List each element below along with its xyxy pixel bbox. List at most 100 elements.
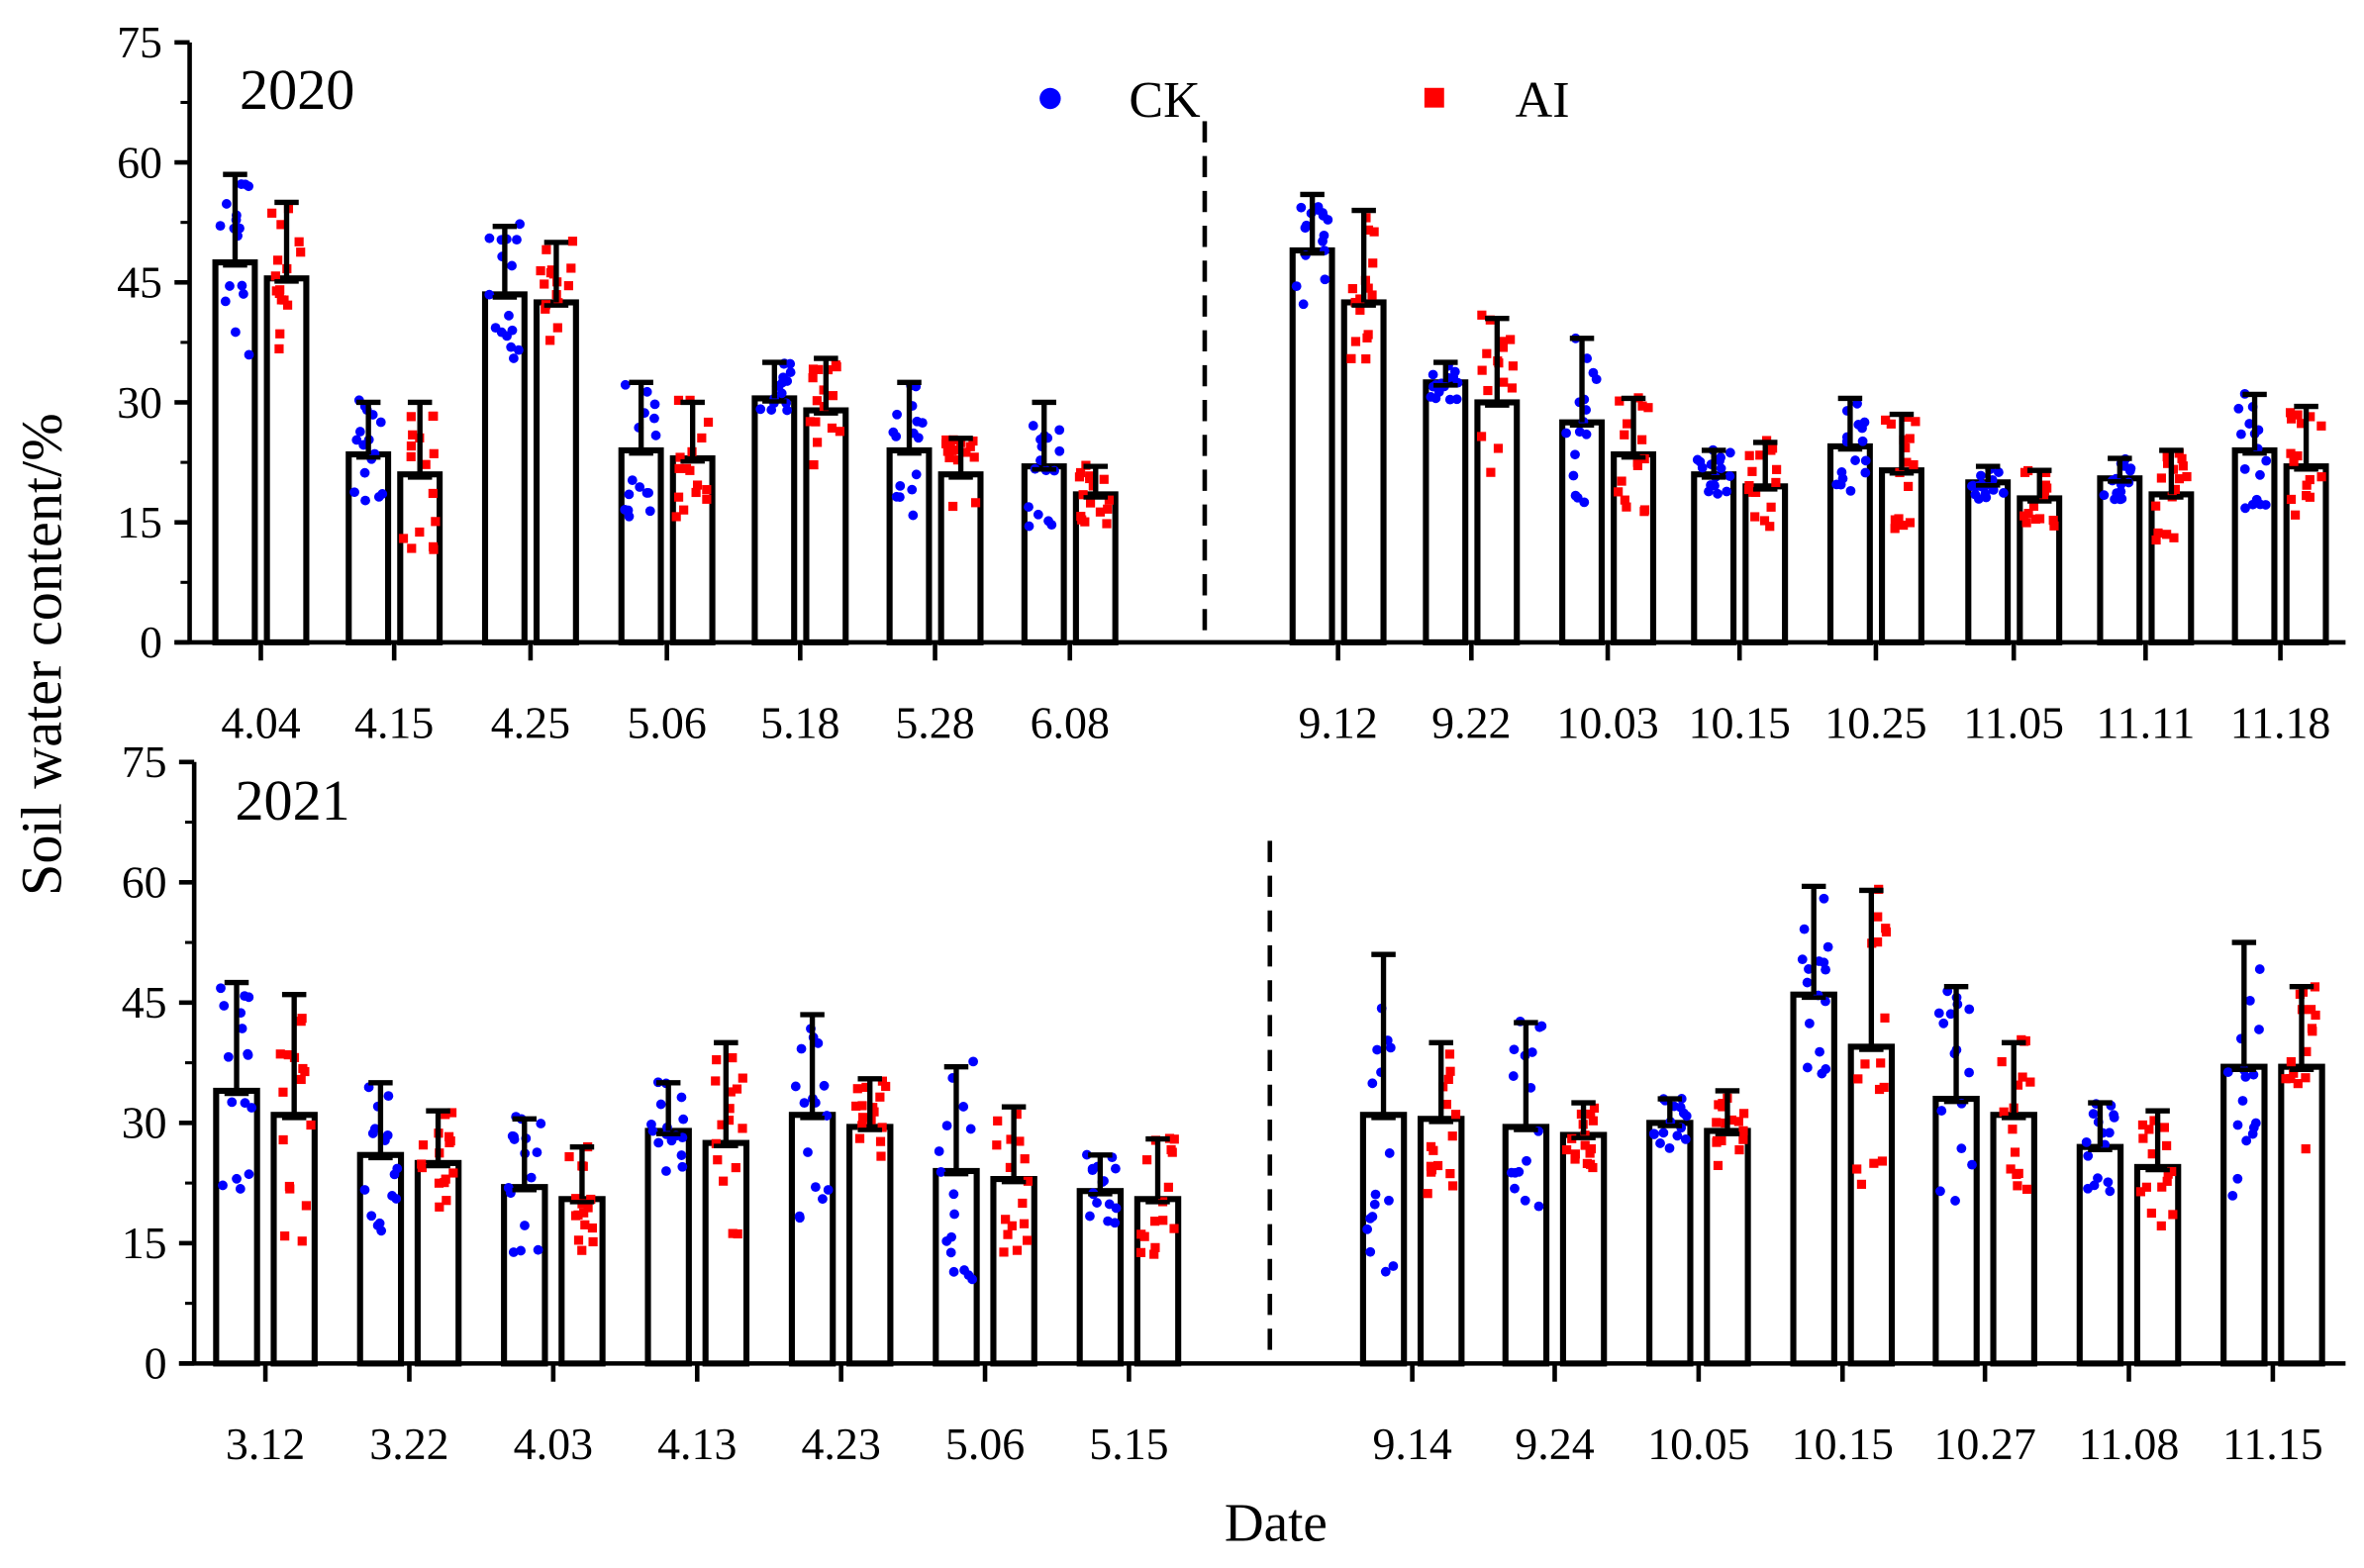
data-point-AI — [1759, 516, 1770, 526]
data-point-AI — [728, 1052, 738, 1063]
data-point-AI — [283, 1049, 293, 1060]
data-point-CK — [1092, 1198, 1102, 1208]
data-point-AI — [1771, 477, 1781, 488]
x-tick-label: 11.18 — [2230, 697, 2331, 747]
data-point-AI — [1005, 1162, 1015, 1173]
bar-group-CK — [356, 1080, 405, 1367]
data-point-AI — [1881, 924, 1891, 933]
data-point-CK — [2237, 1096, 2248, 1106]
data-point-CK — [1561, 428, 1571, 439]
data-point-AI — [692, 480, 703, 490]
data-point-AI — [571, 1194, 581, 1204]
data-point-AI — [2049, 521, 2059, 531]
data-point-AI — [1614, 487, 1624, 497]
bar-group-AI — [1878, 411, 1924, 645]
data-point-CK — [1527, 1047, 1537, 1057]
data-point-AI — [1080, 517, 1090, 527]
data-point-AI — [1493, 443, 1504, 453]
data-point-AI — [577, 1245, 587, 1255]
data-point-CK — [2255, 469, 2265, 480]
data-point-AI — [713, 1155, 723, 1165]
data-point-AI — [279, 295, 289, 305]
bar-group-CK — [213, 979, 260, 1367]
data-point-CK — [1365, 1214, 1375, 1224]
data-point-CK — [2103, 1177, 2114, 1188]
data-point-AI — [1486, 467, 1496, 477]
data-point-CK — [1724, 447, 1735, 458]
data-point-AI — [2289, 1068, 2299, 1078]
bar-CK — [1423, 379, 1469, 645]
data-point-AI — [2138, 1133, 2148, 1143]
data-point-AI — [418, 1140, 429, 1150]
data-point-CK — [1428, 369, 1438, 380]
bar-AI — [533, 299, 579, 645]
data-point-AI — [2293, 410, 2303, 420]
data-point-AI — [1755, 450, 1765, 460]
data-point-AI — [297, 1236, 307, 1246]
data-point-AI — [877, 1076, 887, 1086]
data-point-CK — [1430, 393, 1441, 404]
data-point-AI — [2008, 1125, 2018, 1134]
bar-AI — [1417, 1116, 1465, 1367]
data-point-AI — [1347, 284, 1357, 294]
data-point-AI — [580, 1220, 590, 1229]
data-point-AI — [1620, 430, 1629, 440]
bar-AI — [803, 407, 849, 645]
x-tick-label: 9.22 — [1431, 697, 1511, 747]
data-point-CK — [1301, 220, 1312, 231]
data-point-AI — [1447, 1181, 1458, 1191]
bar-group-AI — [1340, 207, 1387, 645]
bar-group-CK — [933, 1056, 980, 1367]
data-point-CK — [1296, 202, 1307, 213]
x-tick-label: 3.12 — [226, 1419, 305, 1469]
bar-AI — [702, 1139, 750, 1367]
data-point-AI — [1713, 1160, 1724, 1170]
data-point-CK — [2104, 1127, 2115, 1138]
data-point-CK — [1369, 1199, 1380, 1210]
data-point-CK — [223, 1051, 234, 1062]
data-point-AI — [284, 1181, 294, 1192]
data-point-AI — [2305, 474, 2315, 485]
data-point-CK — [1103, 1216, 1113, 1226]
data-point-AI — [398, 534, 409, 543]
data-point-CK — [661, 1166, 671, 1176]
data-point-CK — [1384, 1195, 1394, 1206]
data-point-AI — [2170, 484, 2180, 494]
y-tick-label: 60 — [122, 857, 167, 908]
data-point-CK — [2116, 486, 2126, 497]
data-point-AI — [2006, 1164, 2016, 1174]
data-point-AI — [1747, 466, 1757, 476]
x-tick-label: 10.03 — [1556, 697, 1658, 747]
data-point-CK — [507, 260, 517, 271]
data-point-CK — [627, 475, 638, 486]
data-point-CK — [507, 325, 518, 336]
bar-group-AI — [2133, 1108, 2182, 1367]
data-point-AI — [567, 237, 578, 246]
data-point-AI — [2014, 1168, 2023, 1179]
data-point-CK — [1054, 445, 1065, 456]
data-point-AI — [1149, 1249, 1159, 1259]
data-point-CK — [755, 404, 766, 415]
data-point-CK — [1365, 1246, 1376, 1257]
data-point-AI — [542, 245, 551, 254]
bar-group-AI — [669, 395, 716, 645]
data-point-CK — [512, 235, 522, 245]
data-point-AI — [719, 1176, 729, 1186]
data-point-AI — [1368, 258, 1378, 268]
bar-CK — [1021, 463, 1067, 645]
data-point-AI — [1012, 1110, 1022, 1120]
data-point-CK — [1945, 1009, 1956, 1020]
data-point-CK — [1380, 1266, 1391, 1277]
bar-CK — [788, 1112, 837, 1367]
data-point-AI — [875, 1092, 885, 1102]
data-point-AI — [587, 1223, 598, 1233]
data-point-AI — [1856, 1179, 1867, 1189]
data-point-CK — [819, 1080, 830, 1091]
data-point-AI — [2159, 1123, 2169, 1132]
bar-group-AI — [533, 237, 579, 645]
data-point-CK — [2232, 1120, 2243, 1130]
data-point-CK — [220, 296, 231, 307]
data-point-AI — [1443, 1074, 1453, 1084]
data-point-AI — [1623, 419, 1632, 429]
data-point-AI — [1445, 1066, 1455, 1076]
